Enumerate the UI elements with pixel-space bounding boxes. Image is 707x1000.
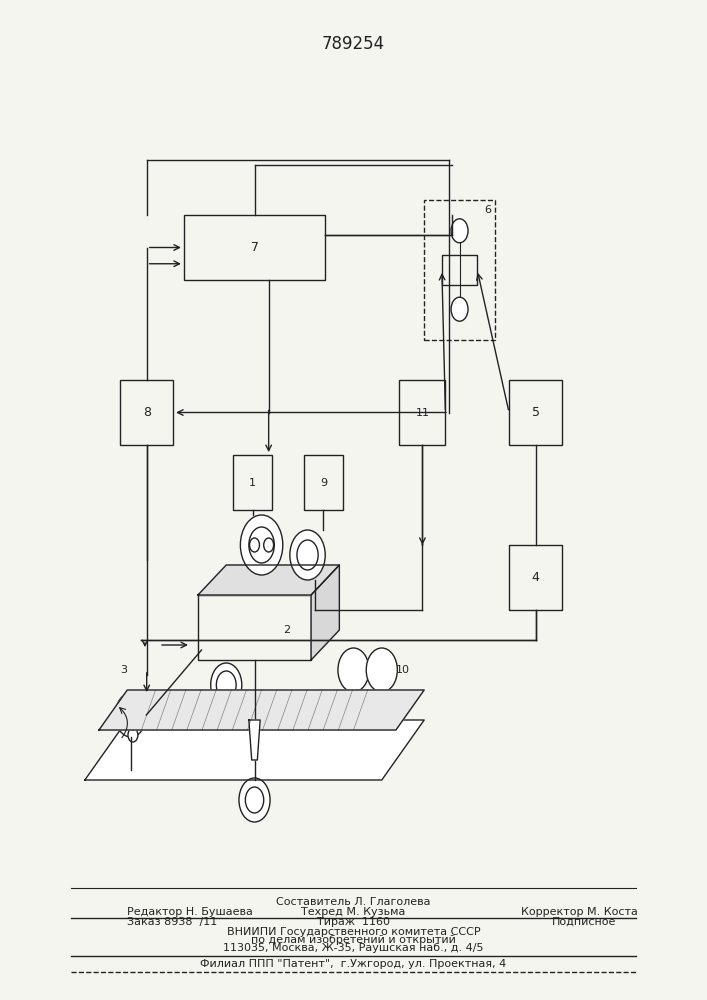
Circle shape (239, 778, 270, 822)
Bar (509, 545, 562, 610)
Circle shape (338, 648, 369, 692)
Text: 1: 1 (250, 478, 256, 488)
Circle shape (240, 515, 283, 575)
Text: 8: 8 (143, 406, 151, 419)
Text: 5: 5 (532, 406, 539, 419)
Bar (509, 380, 562, 445)
Bar (399, 380, 445, 445)
Polygon shape (249, 720, 260, 760)
Polygon shape (311, 565, 339, 660)
Bar (424, 200, 495, 340)
Text: 7: 7 (250, 241, 259, 254)
Text: по делам изобретений и открытий: по делам изобретений и открытий (251, 935, 456, 945)
Text: ВНИИПИ Государственного комитета СССР: ВНИИПИ Государственного комитета СССР (227, 927, 480, 937)
Text: Техред М. Кузьма: Техред М. Кузьма (301, 907, 406, 917)
Bar (233, 455, 272, 510)
Text: Составитель Л. Глаголева: Составитель Л. Глаголева (276, 897, 431, 907)
Text: 10: 10 (396, 665, 410, 675)
Polygon shape (198, 565, 339, 595)
Text: Редактор Н. Бушаева: Редактор Н. Бушаева (127, 907, 253, 917)
Text: 11: 11 (416, 408, 429, 418)
Text: 3: 3 (120, 665, 127, 675)
Circle shape (451, 297, 468, 321)
Bar (198, 595, 311, 660)
Text: 789254: 789254 (322, 35, 385, 53)
Circle shape (211, 663, 242, 707)
Text: Тираж  1160: Тираж 1160 (317, 917, 390, 927)
Polygon shape (99, 690, 424, 730)
Circle shape (127, 719, 135, 731)
Bar (120, 380, 173, 445)
Text: Заказ 8938  /11: Заказ 8938 /11 (127, 917, 218, 927)
Text: 4: 4 (532, 571, 539, 584)
Circle shape (451, 219, 468, 243)
Bar (304, 455, 343, 510)
Text: 113035, Москва, Ж-35, Раушская наб., д. 4/5: 113035, Москва, Ж-35, Раушская наб., д. … (223, 943, 484, 953)
Text: Филиал ППП "Патент",  г.Ужгород, ул. Проектная, 4: Филиал ППП "Патент", г.Ужгород, ул. Прое… (200, 959, 507, 969)
Text: Подписное: Подписное (551, 917, 616, 927)
Text: Корректор М. Коста: Корректор М. Коста (521, 907, 638, 917)
Text: 9: 9 (320, 478, 327, 488)
Bar (442, 255, 477, 285)
Bar (184, 215, 325, 280)
Circle shape (366, 648, 397, 692)
Text: 6: 6 (484, 205, 491, 215)
Circle shape (264, 538, 274, 552)
Circle shape (115, 693, 146, 737)
Circle shape (128, 728, 138, 742)
Text: 2: 2 (283, 625, 290, 635)
Circle shape (250, 538, 259, 552)
Polygon shape (85, 720, 424, 780)
Circle shape (290, 530, 325, 580)
